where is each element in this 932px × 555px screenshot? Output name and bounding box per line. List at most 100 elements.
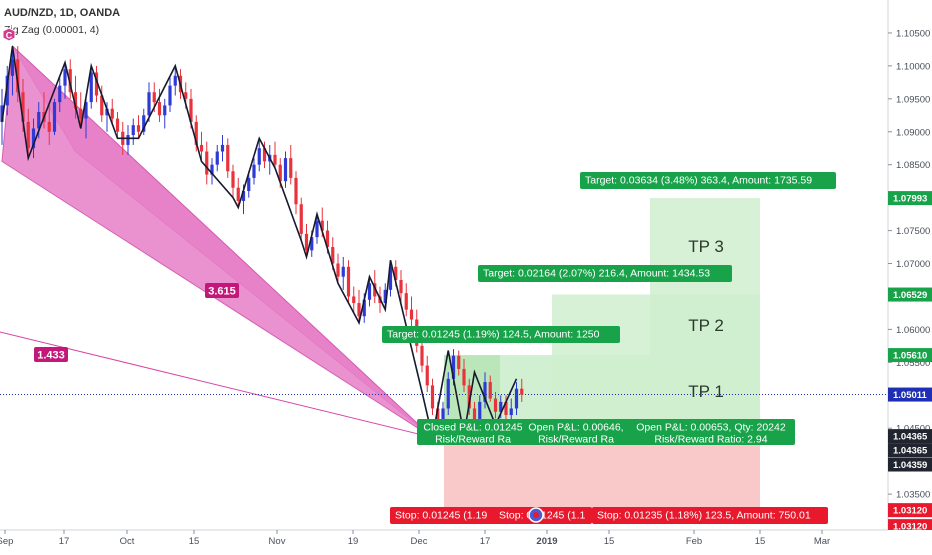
- candle-body: [404, 293, 408, 310]
- stop-label-1: Stop: 0.01245 (1.19: [390, 507, 497, 524]
- price-badge-text: 1.04365: [893, 446, 928, 457]
- candle-body: [199, 144, 204, 152]
- candle: [68, 59, 72, 99]
- candle-body: [73, 92, 78, 109]
- candle-body: [520, 388, 524, 395]
- candle-body: [173, 75, 177, 86]
- price-badge-text: 1.03120: [893, 506, 927, 517]
- candle: [58, 75, 62, 112]
- candle-body: [231, 171, 235, 188]
- candle: [357, 289, 361, 323]
- price-axis-badge-neutral: 1.04365: [888, 429, 932, 444]
- candle-body: [294, 177, 298, 205]
- stop-label-1-bg: [390, 507, 497, 524]
- candle-body: [205, 151, 209, 175]
- price-tick-label: 1.06000: [896, 325, 930, 336]
- candle-body: [289, 158, 293, 178]
- candle-body: [157, 102, 162, 116]
- candle-body: [210, 164, 214, 175]
- candle-body: [147, 92, 151, 116]
- candle-body: [58, 85, 62, 103]
- price-badge-bg: [888, 191, 932, 206]
- candle-body: [21, 92, 25, 122]
- candle: [299, 197, 303, 241]
- tp3-pnl-label-bg: [627, 419, 795, 445]
- tp3-pnl-label: Open P&L: 0.00653, Qty: 20242Risk/Reward…: [627, 419, 795, 446]
- candle-body: [226, 144, 230, 172]
- price-badge-text: 1.07993: [893, 194, 927, 205]
- time-tick-label: 19: [348, 536, 359, 547]
- candle: [493, 391, 498, 419]
- tp-label-2: TP 2: [688, 316, 724, 335]
- tp3-target-label-text: Target: 0.03634 (3.48%) 363.4, Amount: 1…: [585, 175, 812, 187]
- time-tick-label: 17: [59, 536, 70, 547]
- price-badge-text: 1.05610: [893, 351, 927, 362]
- price-tick-label: 1.03500: [896, 490, 930, 501]
- candle: [94, 65, 99, 103]
- candle: [52, 98, 57, 136]
- price-badge-text: 1.03120: [893, 522, 927, 533]
- candle: [283, 151, 288, 188]
- candle-body: [399, 279, 403, 294]
- price-axis[interactable]: 1.10500 1.10000 1.09500 1.09000 1.08500 1.075…: [887, 0, 932, 534]
- candle-body: [373, 283, 377, 297]
- candle-body: [215, 151, 219, 165]
- time-axis[interactable]: Sep 17 Oct 15 Nov 19 Dec 17 2019 15 Feb 15 Mar: [0, 529, 932, 550]
- ratio-label-text: 3.615: [208, 286, 236, 298]
- price-tick-label: 1.07000: [896, 259, 930, 270]
- candle: [142, 108, 146, 136]
- candle-body: [31, 128, 36, 149]
- time-tick-label: Feb: [686, 536, 702, 547]
- candle-body: [194, 121, 198, 145]
- candle-body: [131, 125, 135, 136]
- candle-body: [5, 75, 9, 106]
- tp2-target-label: Target: 0.02164 (2.07%) 216.4, Amount: 1…: [478, 265, 732, 282]
- tp1-target-label-text: Target: 0.01245 (1.19%) 124.5, Amount: 1…: [387, 329, 600, 341]
- candle: [5, 65, 9, 116]
- price-tick-label: 1.09500: [896, 94, 930, 105]
- candle: [31, 118, 36, 159]
- price-tick-label: 1.07500: [896, 226, 930, 237]
- candle-body: [488, 382, 492, 399]
- candle: [252, 158, 256, 185]
- candle-body: [84, 102, 88, 119]
- time-tick-label: 2019: [536, 536, 557, 547]
- candle-body: [68, 69, 72, 93]
- tp1-pnl-label-bg: [417, 419, 529, 445]
- candle-body: [241, 191, 246, 201]
- time-tick-label: 15: [604, 536, 615, 547]
- candle-body: [499, 401, 503, 412]
- candle-body: [63, 69, 67, 86]
- candles: [0, 46, 524, 438]
- candle: [341, 256, 345, 290]
- time-tick-label: 17: [480, 536, 491, 547]
- harmonic-point-badge[interactable]: C: [2, 27, 16, 42]
- candle: [26, 108, 30, 159]
- candle-body: [278, 164, 282, 182]
- candle-body: [257, 148, 261, 165]
- tp2-target-label-bg: [478, 265, 732, 282]
- candle: [514, 382, 519, 416]
- candle: [163, 98, 167, 129]
- candle: [10, 49, 15, 96]
- candle-body: [136, 125, 141, 132]
- price-badge-bg: [888, 503, 932, 518]
- candle: [257, 138, 261, 172]
- price-badge-bg: [888, 443, 932, 458]
- candle-body: [331, 247, 335, 264]
- candle-body: [425, 365, 429, 386]
- candle-body: [362, 299, 366, 317]
- candle: [115, 111, 120, 139]
- ratio-label-text: 1.433: [37, 350, 65, 362]
- tp1-target-label-bg: [382, 326, 620, 343]
- price-badge-bg: [888, 429, 932, 444]
- candle-body: [388, 266, 393, 290]
- candle: [157, 88, 162, 122]
- candle: [199, 131, 204, 162]
- candle: [315, 214, 319, 244]
- candle-body: [16, 59, 20, 93]
- candle: [173, 65, 177, 96]
- harmonic-ratio-label-1: 3.615: [205, 283, 239, 298]
